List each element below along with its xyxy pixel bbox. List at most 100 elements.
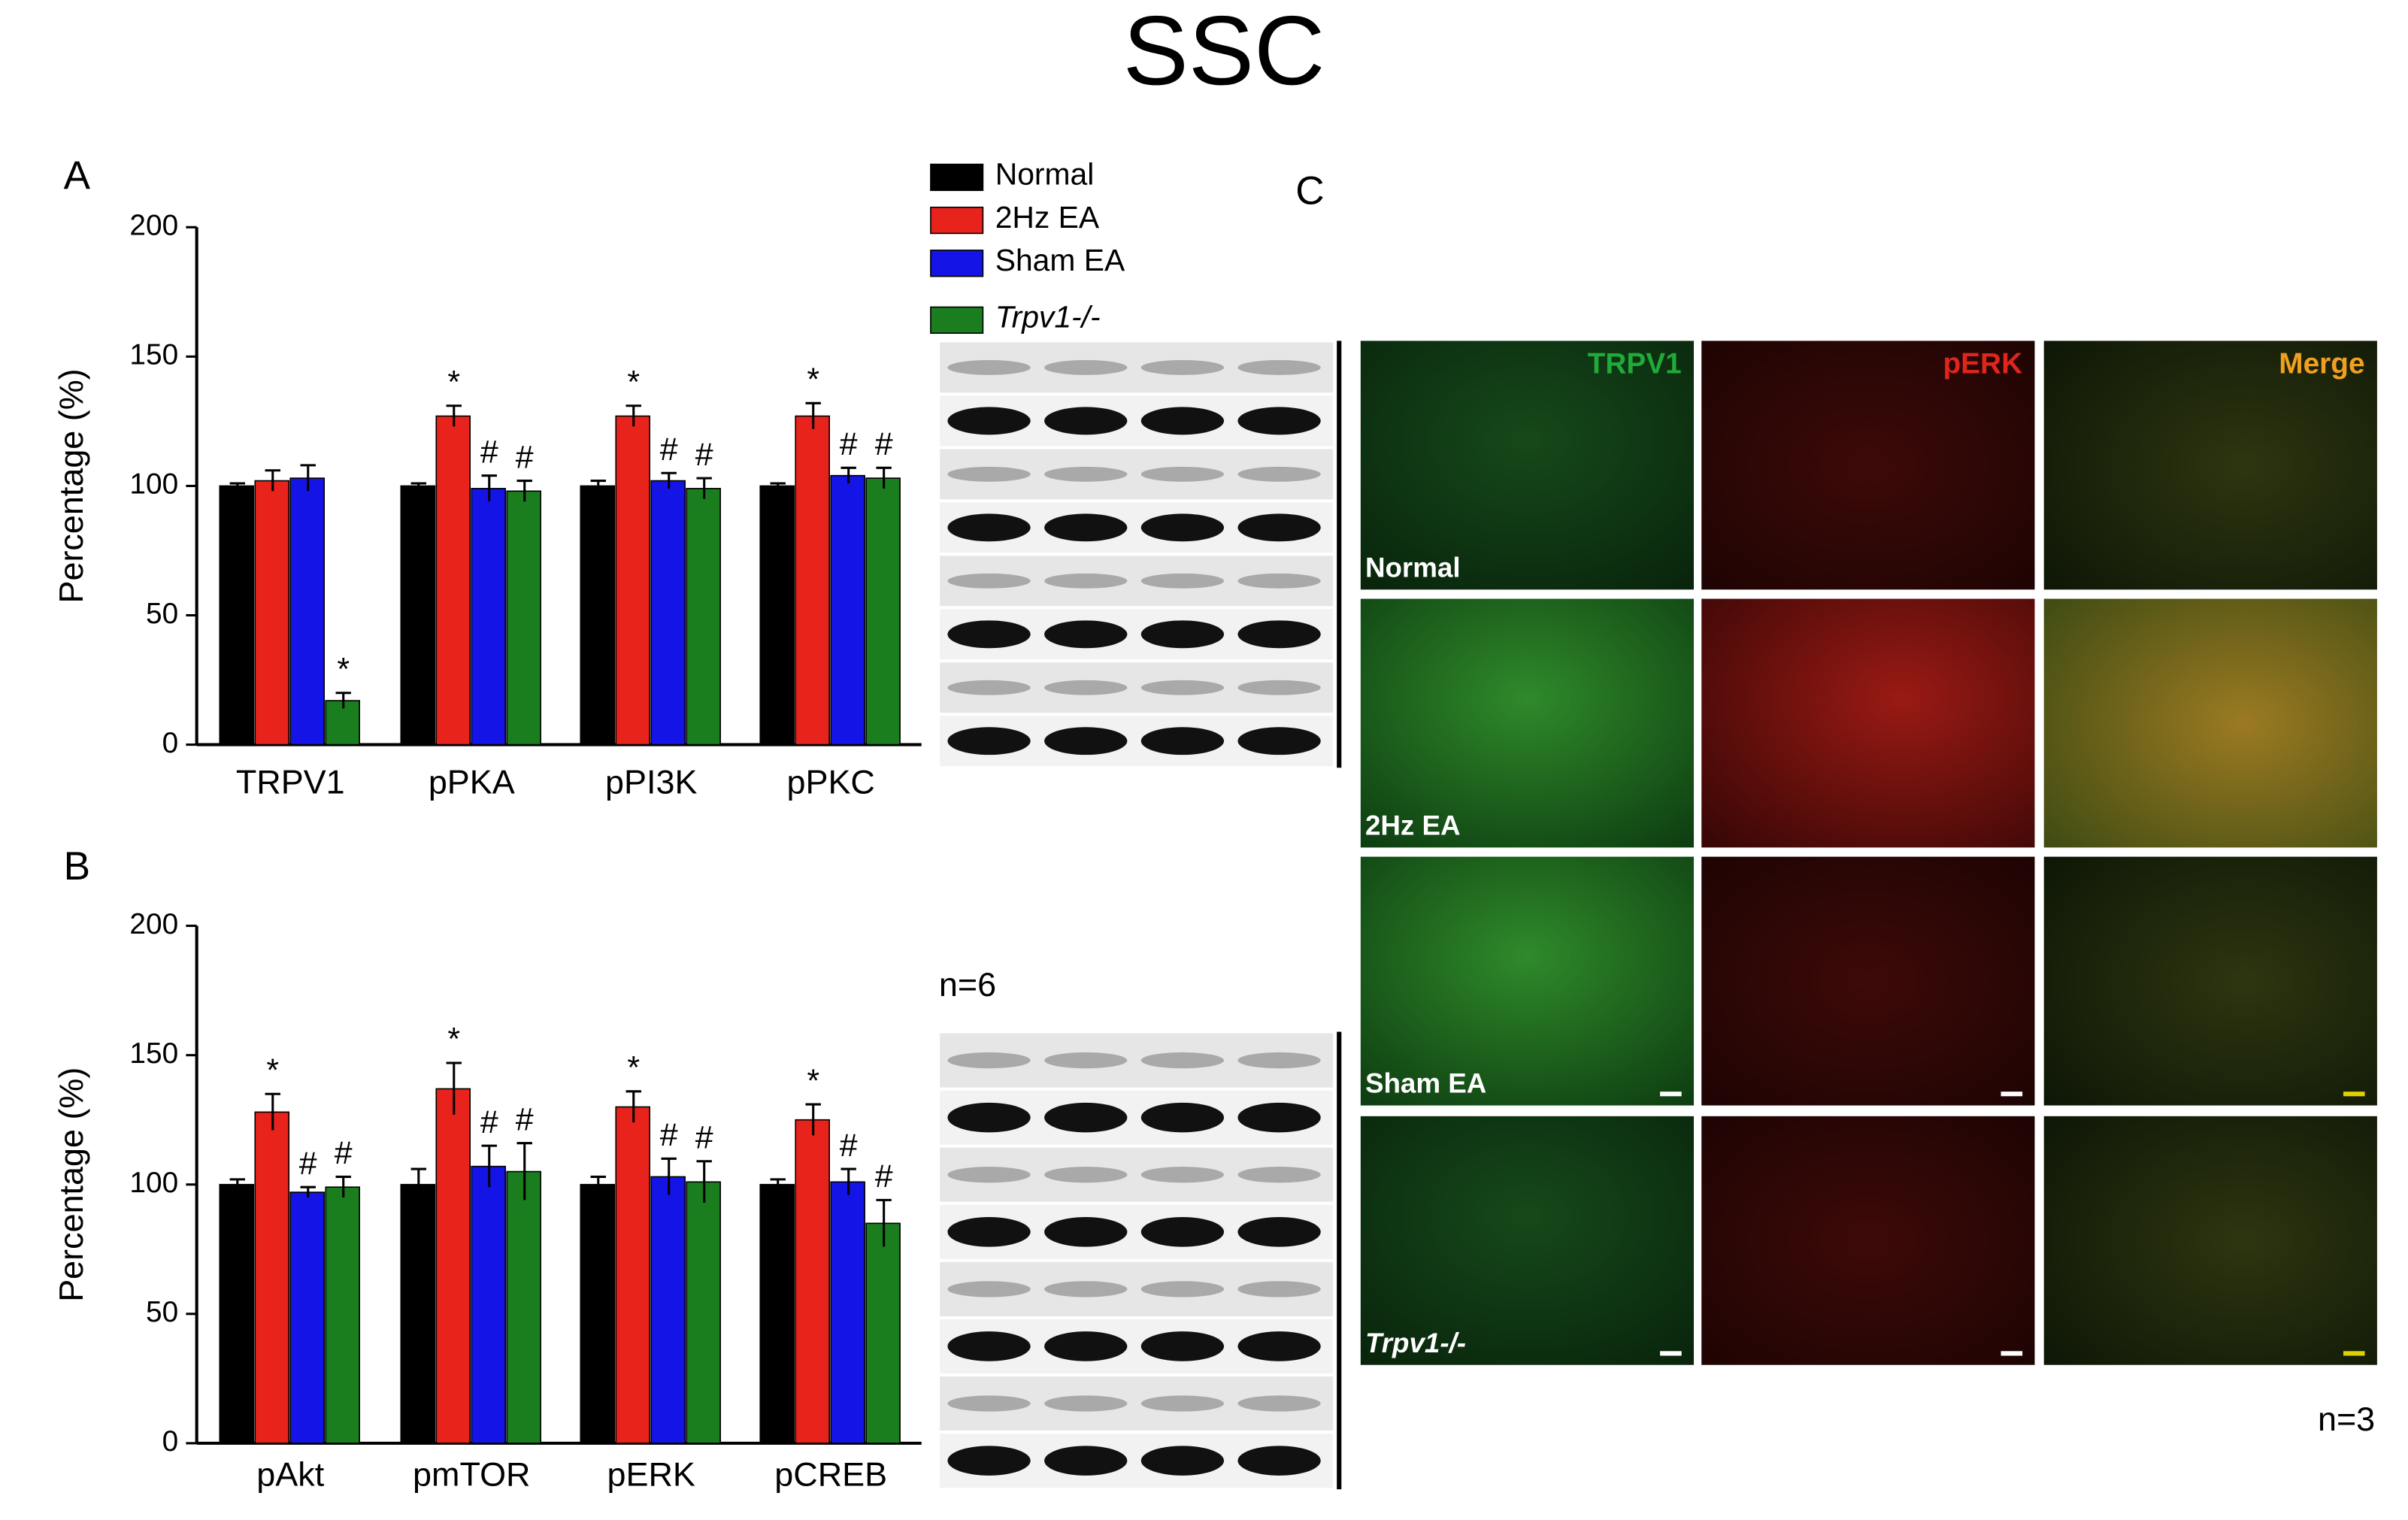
blot-band <box>1237 680 1321 695</box>
blot-band <box>1044 620 1128 649</box>
panel-label: B <box>64 844 90 889</box>
x-tick-label: pERK <box>607 1455 695 1494</box>
figure-title: SSC <box>1123 0 1325 105</box>
blot-band <box>1140 513 1225 542</box>
blot-band <box>947 513 1031 542</box>
bar <box>506 490 541 746</box>
blot-band <box>1140 620 1225 649</box>
bar <box>435 415 471 746</box>
legend-label: Normal <box>995 157 1095 192</box>
blot-band <box>1237 466 1321 482</box>
blot-band <box>1237 620 1321 649</box>
blot-band <box>1044 1395 1128 1412</box>
bar <box>795 1119 830 1444</box>
error-bar <box>481 1144 497 1188</box>
blot-band <box>1237 513 1321 542</box>
x-tick-label: pAkt <box>256 1455 324 1494</box>
row-label: Trpv1-/- <box>1365 1328 1466 1358</box>
scale-bar <box>2343 1092 2365 1097</box>
bar <box>759 1183 795 1444</box>
error-bar <box>516 1142 532 1201</box>
bar <box>830 1181 865 1444</box>
bar <box>615 1106 651 1444</box>
blot-band <box>1044 680 1128 695</box>
blot-band <box>1140 1281 1225 1297</box>
bar <box>435 1088 471 1444</box>
bar <box>830 474 865 746</box>
x-tick-label: pCREB <box>774 1455 887 1494</box>
significance-marker: * <box>807 362 819 398</box>
bar <box>580 1183 616 1444</box>
micrograph <box>2043 1116 2377 1365</box>
error-bar <box>481 474 497 502</box>
blot-band <box>1237 1281 1321 1297</box>
blot-band <box>1237 359 1321 375</box>
blot-band <box>1140 680 1225 695</box>
blot-band <box>947 466 1031 482</box>
bar <box>865 477 901 746</box>
y-tick-label: 200 <box>129 210 178 242</box>
legend-swatch <box>930 163 984 192</box>
micrograph <box>1360 1116 1695 1365</box>
bar <box>471 488 507 746</box>
x-tick-label: pPKC <box>787 763 875 801</box>
scale-bar <box>2343 1351 2365 1356</box>
micrograph <box>1701 598 2035 848</box>
y-tick-label: 50 <box>146 1296 178 1328</box>
bar <box>650 1176 686 1444</box>
blot-band <box>1140 407 1225 435</box>
significance-marker: # <box>480 1104 498 1140</box>
blot-band <box>947 359 1031 375</box>
blot-band <box>1237 1446 1321 1476</box>
bar <box>219 1183 255 1444</box>
error-bar <box>265 1092 280 1131</box>
blot-band <box>1044 1281 1128 1297</box>
blot-band <box>1237 1331 1321 1361</box>
significance-marker: * <box>337 651 350 687</box>
bar <box>289 477 326 746</box>
column-label: pERK <box>1943 347 2022 380</box>
bar <box>254 1111 290 1444</box>
x-tick-label: TRPV1 <box>236 763 345 801</box>
blot-band <box>1140 466 1225 482</box>
y-tick-label: 150 <box>129 1037 178 1070</box>
blot-band <box>1140 1331 1225 1361</box>
panel-label: C <box>1295 168 1324 213</box>
legend-label: Sham EA <box>995 243 1125 277</box>
bar <box>686 488 721 746</box>
error-bar <box>770 1178 786 1190</box>
significance-marker: # <box>875 1158 893 1195</box>
blot-band <box>947 1331 1031 1361</box>
significance-marker: # <box>516 1101 534 1137</box>
error-bar <box>625 404 641 427</box>
blot-band <box>947 1395 1031 1412</box>
blot-band <box>1140 1395 1225 1412</box>
y-tick-label: 100 <box>129 1167 178 1199</box>
blot-band <box>1140 1167 1225 1183</box>
blot-band <box>1140 1052 1225 1069</box>
bar <box>325 1186 360 1444</box>
x-tick-label: pmTOR <box>413 1455 530 1494</box>
significance-marker: # <box>875 426 893 462</box>
blot-band <box>1044 1331 1128 1361</box>
error-bar <box>410 482 427 489</box>
blot-band <box>1237 727 1321 755</box>
blot-band <box>947 1167 1031 1183</box>
bar <box>795 415 830 746</box>
blot-band <box>947 1217 1031 1247</box>
legend-label: Trpv1-/- <box>995 300 1101 335</box>
bar <box>471 1165 507 1444</box>
error-bar <box>696 1160 712 1203</box>
y-tick-label: 100 <box>129 468 178 501</box>
bar <box>219 485 255 746</box>
error-bar <box>696 477 712 499</box>
bar <box>759 485 795 746</box>
blot-band <box>1044 1217 1128 1247</box>
y-tick-label: 0 <box>162 727 179 759</box>
micrograph <box>2043 341 2377 590</box>
bar <box>615 415 651 746</box>
significance-marker: * <box>447 364 460 400</box>
significance-marker: * <box>807 1063 819 1099</box>
blot-band <box>1237 1052 1321 1069</box>
